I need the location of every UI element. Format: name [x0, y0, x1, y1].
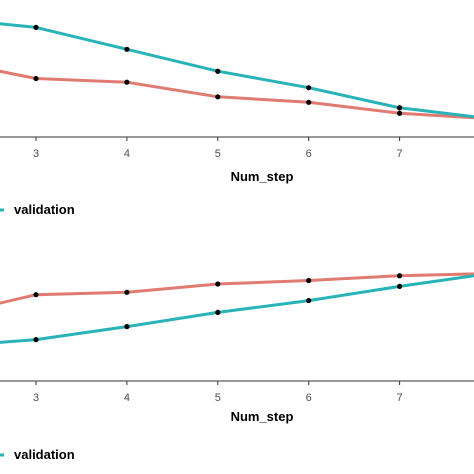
- data-point-train: [33, 292, 39, 298]
- data-point-train: [33, 75, 39, 82]
- data-point-train: [397, 273, 403, 279]
- chart-panel-2: 3 4 5 6 7 Num_step validation: [0, 272, 474, 462]
- x-tick-label: 7: [397, 148, 403, 160]
- data-point-train: [306, 277, 312, 284]
- x-tick-label: 5: [215, 392, 221, 404]
- series-line-train: [0, 69, 474, 120]
- data-point-train: [215, 281, 221, 287]
- legend-label-validation: validation: [14, 447, 75, 462]
- data-point-train: [124, 79, 130, 85]
- data-point-validation: [124, 324, 130, 330]
- x-tick-label: 5: [215, 148, 221, 160]
- data-point-validation: [397, 283, 403, 289]
- data-point-validation: [33, 337, 39, 343]
- data-point-validation: [33, 24, 39, 30]
- data-point-validation: [306, 85, 312, 91]
- x-tick-label: 7: [397, 392, 403, 404]
- series-line-validation: [0, 22, 474, 119]
- chart-panel-1: 3 4 5 6 7 Num_step validation: [0, 22, 474, 217]
- data-point-validation: [306, 297, 312, 304]
- x-tick-label: 6: [306, 392, 312, 404]
- x-tick-label: 4: [124, 392, 130, 404]
- x-axis-title: Num_step: [231, 169, 294, 184]
- data-point-validation: [124, 46, 130, 52]
- x-tick-label: 4: [124, 148, 130, 160]
- data-point-train: [397, 110, 403, 116]
- x-axis-title: Num_step: [231, 409, 294, 424]
- x-tick-label: 3: [33, 148, 39, 160]
- data-point-validation: [397, 105, 403, 111]
- data-point-train: [306, 99, 312, 105]
- x-tick-label: 6: [306, 148, 312, 160]
- data-point-validation: [215, 309, 221, 316]
- data-point-train: [124, 289, 130, 295]
- data-point-train: [215, 94, 221, 100]
- legend-label-validation: validation: [14, 202, 75, 217]
- data-point-validation: [215, 68, 221, 74]
- x-tick-label: 3: [33, 392, 39, 404]
